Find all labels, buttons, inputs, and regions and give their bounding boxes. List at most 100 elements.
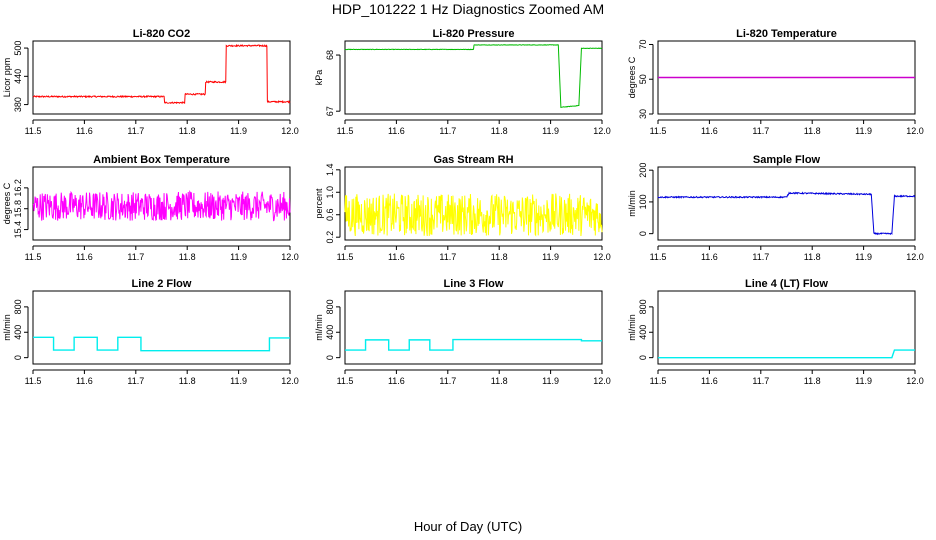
y-tick-label: 0.2 — [325, 231, 335, 244]
x-tick-label: 11.7 — [752, 252, 769, 262]
x-tick-label: 11.5 — [337, 126, 354, 136]
x-tick-label: 11.9 — [230, 252, 247, 262]
plot-frame — [344, 40, 603, 115]
x-tick-label: 11.5 — [650, 126, 667, 136]
x-tick-label: 12.0 — [906, 126, 924, 136]
x-tick-label: 11.5 — [337, 252, 354, 262]
series-line-0 — [32, 189, 291, 222]
x-tick-label: 11.5 — [25, 126, 42, 136]
series-line-0 — [658, 349, 915, 359]
x-tick-label: 12.0 — [593, 376, 611, 386]
x-tick-label: 11.8 — [491, 252, 508, 262]
x-tick-label: 11.9 — [855, 376, 872, 386]
y-tick-label: 70 — [638, 39, 648, 49]
x-tick-label: 11.5 — [650, 376, 667, 386]
y-axis-label: ml/min — [627, 190, 637, 217]
figure-title: HDP_101222 1 Hz Diagnostics Zoomed AM — [331, 1, 605, 17]
y-axis-label: ml/min — [314, 314, 324, 341]
panel-2: Li-820 Temperature degrees C 11.5 11.6 11.7 1… — [627, 28, 924, 136]
y-tick-label: 15.4 — [13, 221, 23, 239]
y-axis-label: percent — [314, 188, 324, 219]
y-tick-label: 800 — [13, 299, 23, 314]
plot-frame — [344, 290, 603, 365]
x-tick-label: 11.6 — [388, 126, 405, 136]
y-tick-label: 500 — [13, 41, 23, 56]
x-tick-label: 12.0 — [281, 376, 299, 386]
x-tick-label: 11.6 — [388, 252, 405, 262]
x-tick-label: 11.7 — [127, 252, 144, 262]
x-tick-label: 11.8 — [804, 126, 821, 136]
panel-title: Gas Stream RH — [433, 154, 513, 166]
y-axis-label: kPa — [314, 70, 324, 86]
x-tick-label: 11.5 — [25, 252, 42, 262]
panel-title: Li-820 CO2 — [133, 28, 190, 40]
x-tick-label: 11.9 — [230, 376, 247, 386]
y-axis-label: ml/min — [2, 314, 12, 341]
x-tick-label: 12.0 — [281, 126, 299, 136]
x-tick-label: 12.0 — [281, 252, 299, 262]
x-tick-label: 11.9 — [542, 126, 559, 136]
x-tick-label: 11.8 — [804, 252, 821, 262]
y-tick-label: 0.6 — [325, 208, 335, 221]
x-tick-label: 11.5 — [25, 376, 42, 386]
x-tick-label: 11.9 — [855, 126, 872, 136]
y-tick-label: 400 — [13, 325, 23, 340]
x-tick-label: 11.8 — [491, 376, 508, 386]
y-tick-label: 68 — [325, 50, 335, 60]
panel-title: Line 2 Flow — [132, 278, 192, 290]
y-axis-label: ml/min — [627, 314, 637, 341]
x-tick-label: 11.9 — [542, 376, 559, 386]
series-line-0 — [657, 191, 916, 236]
x-tick-label: 11.7 — [439, 252, 456, 262]
x-tick-label: 11.9 — [230, 126, 247, 136]
x-tick-label: 11.9 — [855, 252, 872, 262]
panel-title: Ambient Box Temperature — [93, 154, 230, 166]
x-tick-label: 11.8 — [179, 376, 196, 386]
x-axis-label: Hour of Day (UTC) — [413, 519, 523, 534]
panel-title: Sample Flow — [753, 154, 821, 166]
series-line-0 — [33, 336, 290, 352]
series-line-0 — [345, 338, 602, 351]
series-line-0 — [344, 193, 603, 237]
panel-title: Line 3 Flow — [444, 278, 504, 290]
y-tick-label: 440 — [13, 69, 23, 84]
y-tick-label: 100 — [638, 194, 648, 209]
x-tick-label: 11.6 — [701, 126, 718, 136]
x-tick-label: 11.7 — [127, 126, 144, 136]
x-tick-label: 11.6 — [76, 126, 93, 136]
panel-5: Sample Flow ml/min 11.5 11.6 11.7 11.8 11.9 12.… — [627, 154, 924, 262]
x-tick-label: 11.7 — [127, 376, 144, 386]
plot-frame — [657, 290, 916, 365]
y-tick-label: 67 — [325, 106, 335, 116]
y-tick-label: 800 — [638, 299, 648, 314]
panel-1: Li-820 Pressure kPa 11.5 11.6 11.7 11.8 11.9 12… — [314, 28, 611, 136]
x-tick-label: 12.0 — [593, 126, 611, 136]
series-line-0 — [344, 44, 603, 108]
x-tick-label: 11.6 — [701, 376, 718, 386]
panel-8: Line 4 (LT) Flow ml/min 11.5 11.6 11.7 11.8 11… — [627, 278, 924, 386]
plot-frame — [657, 166, 916, 241]
y-tick-label: 400 — [638, 325, 648, 340]
y-tick-label: 200 — [638, 163, 648, 178]
y-axis-label: degrees C — [2, 182, 12, 224]
x-tick-label: 11.6 — [388, 376, 405, 386]
x-tick-label: 11.5 — [337, 376, 354, 386]
x-tick-label: 11.7 — [752, 126, 769, 136]
y-tick-label: 380 — [13, 97, 23, 112]
x-tick-label: 11.7 — [439, 126, 456, 136]
x-tick-label: 11.6 — [76, 376, 93, 386]
x-tick-label: 12.0 — [906, 376, 924, 386]
y-tick-label: 1.0 — [325, 186, 335, 199]
y-tick-label: 800 — [325, 299, 335, 314]
y-tick-label: 16.2 — [13, 179, 23, 197]
panel-0: Li-820 CO2 Licor ppm 11.5 11.6 11.7 11.8 11.9 1… — [2, 28, 299, 136]
y-tick-label: 30 — [638, 109, 648, 119]
y-tick-label: 0 — [325, 355, 335, 360]
y-tick-label: 0 — [638, 231, 648, 236]
panel-title: Li-820 Temperature — [736, 28, 837, 40]
x-tick-label: 11.8 — [179, 126, 196, 136]
y-tick-label: 0 — [13, 355, 23, 360]
x-tick-label: 11.7 — [439, 376, 456, 386]
panel-title: Li-820 Pressure — [433, 28, 515, 40]
